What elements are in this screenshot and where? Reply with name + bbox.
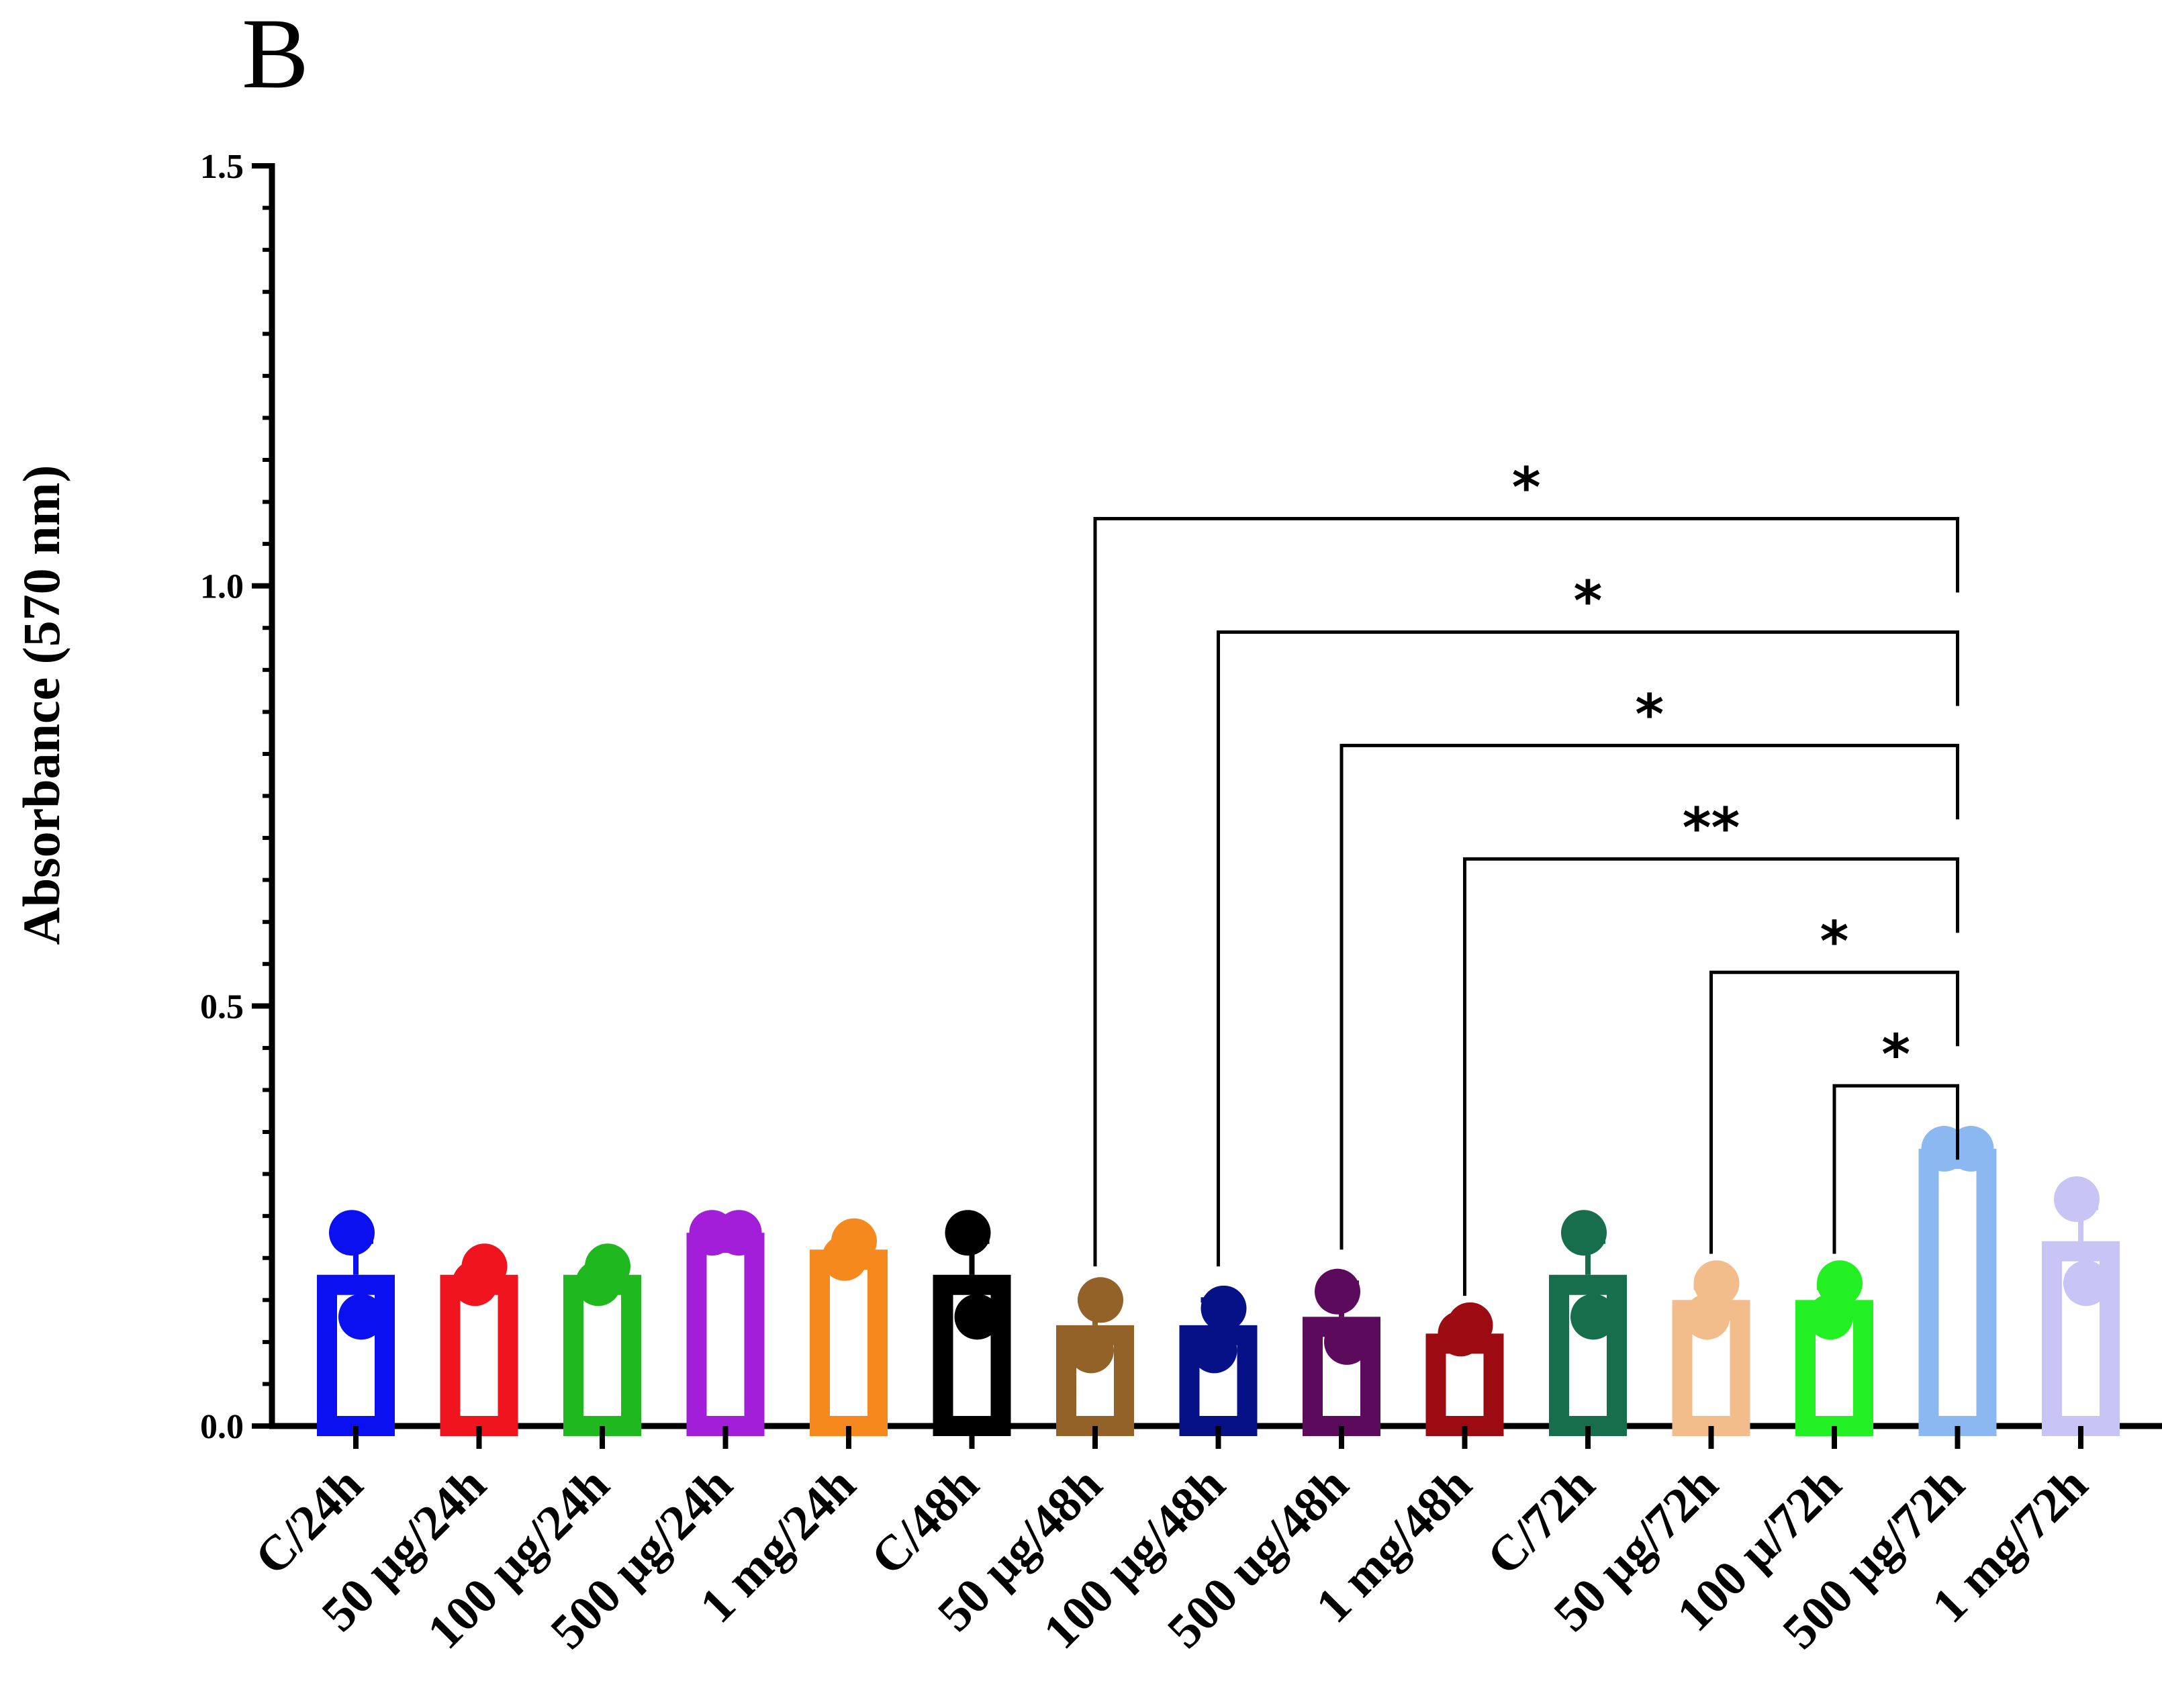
data-point: [1324, 1319, 1370, 1365]
data-point: [338, 1294, 384, 1340]
data-point: [831, 1218, 877, 1264]
data-point: [1817, 1260, 1863, 1307]
data-point: [1201, 1285, 1247, 1331]
data-point: [1561, 1210, 1607, 1256]
data-point: [716, 1210, 762, 1256]
y-tick-label: 1.0: [200, 568, 244, 606]
y-axis-label: Absorbance (570 nm): [12, 465, 70, 945]
bar: [440, 1274, 518, 1437]
bar: [686, 1233, 765, 1437]
data-point: [585, 1243, 630, 1290]
data-point: [1315, 1268, 1360, 1315]
y-tick-label: 0.0: [200, 1408, 244, 1446]
data-point: [954, 1294, 1000, 1340]
significance-bracket: [1340, 743, 1959, 1250]
significance-label: **: [1683, 796, 1740, 860]
data-point: [329, 1210, 375, 1256]
bar: [810, 1249, 888, 1436]
data-point: [2063, 1260, 2109, 1307]
data-point: [1693, 1260, 1740, 1307]
y-ticks: 0.0 0.5 1.0 1.5: [200, 148, 272, 1446]
data-point: [1191, 1327, 1237, 1374]
significance-label: *: [1820, 910, 1849, 974]
panel-label: B: [242, 0, 309, 109]
bar: [1918, 1149, 1997, 1437]
data-point: [1570, 1294, 1616, 1340]
significance-bracket: [1217, 630, 1959, 1267]
significance-bracket: [1709, 970, 1959, 1254]
significance-label: *: [1881, 1023, 1910, 1087]
y-tick-label: 1.5: [200, 148, 244, 186]
data-points: [329, 1126, 2109, 1374]
data-point: [1948, 1126, 1994, 1172]
data-point: [2054, 1176, 2100, 1223]
data-point: [1078, 1277, 1123, 1323]
significance-bracket: [1832, 1084, 1959, 1254]
bar: [563, 1274, 641, 1437]
significance-label: *: [1512, 457, 1541, 520]
significance-bracket: [1463, 857, 1959, 1296]
significance-label: *: [1635, 683, 1664, 747]
data-point: [1068, 1327, 1114, 1374]
data-point: [945, 1210, 991, 1256]
significance-brackets: *******: [1093, 457, 1959, 1296]
axes: [269, 163, 2162, 1429]
significance-bracket: [1093, 517, 1959, 1267]
data-point: [1447, 1302, 1493, 1348]
y-tick-label: 0.5: [200, 988, 244, 1026]
data-point: [461, 1243, 508, 1290]
significance-label: *: [1574, 569, 1603, 633]
